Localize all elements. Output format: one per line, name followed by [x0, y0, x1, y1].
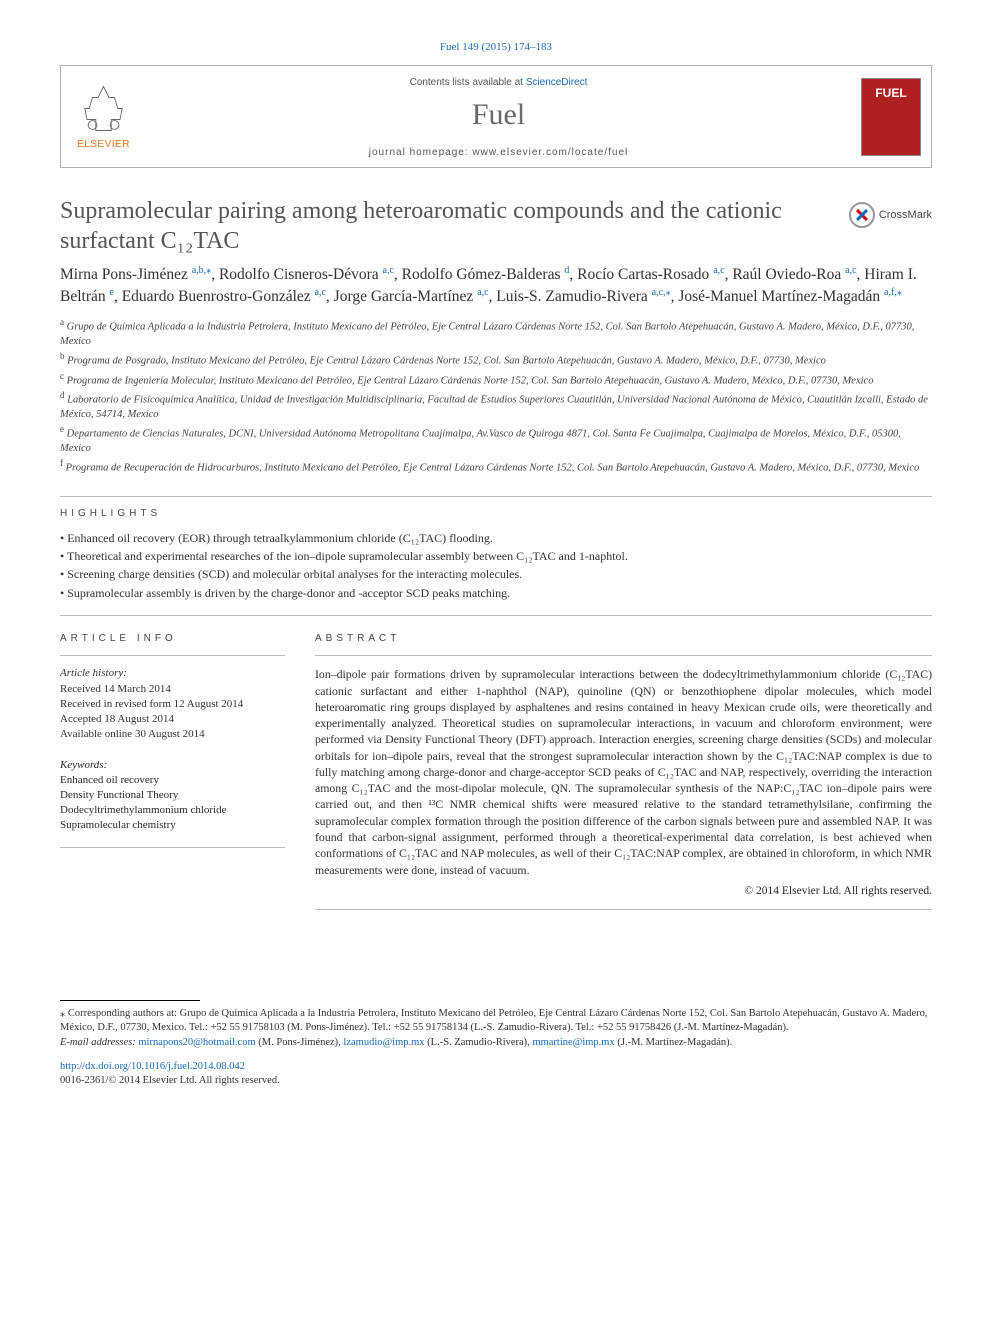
homepage-url[interactable]: www.elsevier.com/locate/fuel — [472, 147, 628, 158]
sciencedirect-link[interactable]: ScienceDirect — [526, 77, 588, 88]
journal-header: ELSEVIER Contents lists available at Sci… — [60, 65, 932, 169]
affiliation-item: f Programa de Recuperación de Hidrocarbu… — [60, 457, 932, 476]
issn-line: 0016-2361/© 2014 Elsevier Ltd. All right… — [60, 1074, 932, 1088]
doi-block: http://dx.doi.org/10.1016/j.fuel.2014.08… — [60, 1060, 932, 1088]
copyright-line: © 2014 Elsevier Ltd. All rights reserved… — [315, 884, 932, 900]
contents-prefix: Contents lists available at — [410, 77, 526, 88]
cover-title: FUEL — [875, 85, 906, 101]
crossmark-label: CrossMark — [879, 208, 932, 223]
history-online: Available online 30 August 2014 — [60, 727, 285, 742]
contents-available: Contents lists available at ScienceDirec… — [146, 76, 851, 90]
divider — [60, 655, 285, 656]
history-revised: Received in revised form 12 August 2014 — [60, 697, 285, 712]
history-received: Received 14 March 2014 — [60, 682, 285, 697]
article-title: Supramolecular pairing among heteroaroma… — [60, 196, 829, 256]
footnote-rule — [60, 1000, 200, 1001]
email-link[interactable]: lzamudio@imp.mx — [343, 1037, 424, 1048]
keywords-head: Keywords: — [60, 758, 285, 773]
keyword-item: Enhanced oil recovery — [60, 773, 285, 788]
footnotes: ⁎ Corresponding authors at: Grupo de Quí… — [60, 1007, 932, 1050]
elsevier-tree-icon — [76, 81, 131, 136]
highlights-label: HIGHLIGHTS — [60, 507, 932, 521]
highlight-item: Enhanced oil recovery (EOR) through tetr… — [60, 530, 932, 546]
abstract-label: ABSTRACT — [315, 632, 932, 646]
corresponding-note: ⁎ Corresponding authors at: Grupo de Quí… — [60, 1007, 932, 1035]
authors-list: Mirna Pons-Jiménez a,b,⁎, Rodolfo Cisner… — [60, 264, 932, 308]
affiliation-item: b Programa de Posgrado, Instituto Mexica… — [60, 350, 932, 369]
history-head: Article history: — [60, 666, 285, 681]
divider — [315, 655, 932, 656]
highlight-item: Theoretical and experimental researches … — [60, 548, 932, 564]
email-line: E-mail addresses: mirnapons20@hotmail.co… — [60, 1036, 932, 1050]
citation-line: Fuel 149 (2015) 174–183 — [60, 40, 932, 55]
abstract-text: Ion–dipole pair formations driven by sup… — [315, 666, 932, 877]
keyword-item: Density Functional Theory — [60, 788, 285, 803]
affiliation-item: d Laboratorio de Fisicoquímica Analítica… — [60, 389, 932, 422]
highlight-item: Screening charge densities (SCD) and mol… — [60, 566, 932, 582]
keyword-item: Supramolecular chemistry — [60, 818, 285, 833]
affiliation-item: a Grupo de Química Aplicada a la Industr… — [60, 316, 932, 349]
divider — [60, 615, 932, 616]
divider — [315, 909, 932, 910]
history-accepted: Accepted 18 August 2014 — [60, 712, 285, 727]
elsevier-wordmark: ELSEVIER — [77, 138, 130, 152]
affiliations: a Grupo de Química Aplicada a la Industr… — [60, 316, 932, 476]
journal-cover: FUEL — [851, 66, 931, 168]
crossmark-badge[interactable]: CrossMark — [849, 202, 932, 228]
homepage-prefix: journal homepage: — [369, 147, 473, 158]
email-link[interactable]: mmartine@imp.mx — [532, 1037, 614, 1048]
affiliation-item: c Programa de Ingeniería Molecular, Inst… — [60, 370, 932, 389]
keyword-item: Dodecyltrimethylammonium chloride — [60, 803, 285, 818]
email-prefix: E-mail addresses: — [60, 1037, 138, 1048]
highlights-list: Enhanced oil recovery (EOR) through tetr… — [60, 530, 932, 601]
highlight-item: Supramolecular assembly is driven by the… — [60, 585, 932, 601]
article-info-label: ARTICLE INFO — [60, 632, 285, 646]
keywords: Keywords: Enhanced oil recoveryDensity F… — [60, 758, 285, 833]
journal-name: Fuel — [146, 95, 851, 136]
journal-homepage: journal homepage: www.elsevier.com/locat… — [146, 146, 851, 160]
elsevier-logo: ELSEVIER — [61, 66, 146, 168]
divider — [60, 496, 932, 497]
doi-link[interactable]: http://dx.doi.org/10.1016/j.fuel.2014.08… — [60, 1061, 245, 1072]
email-link[interactable]: mirnapons20@hotmail.com — [138, 1037, 255, 1048]
affiliation-item: e Departamento de Ciencias Naturales, DC… — [60, 423, 932, 456]
divider — [60, 847, 285, 848]
article-history: Article history: Received 14 March 2014 … — [60, 666, 285, 741]
crossmark-icon — [849, 202, 875, 228]
